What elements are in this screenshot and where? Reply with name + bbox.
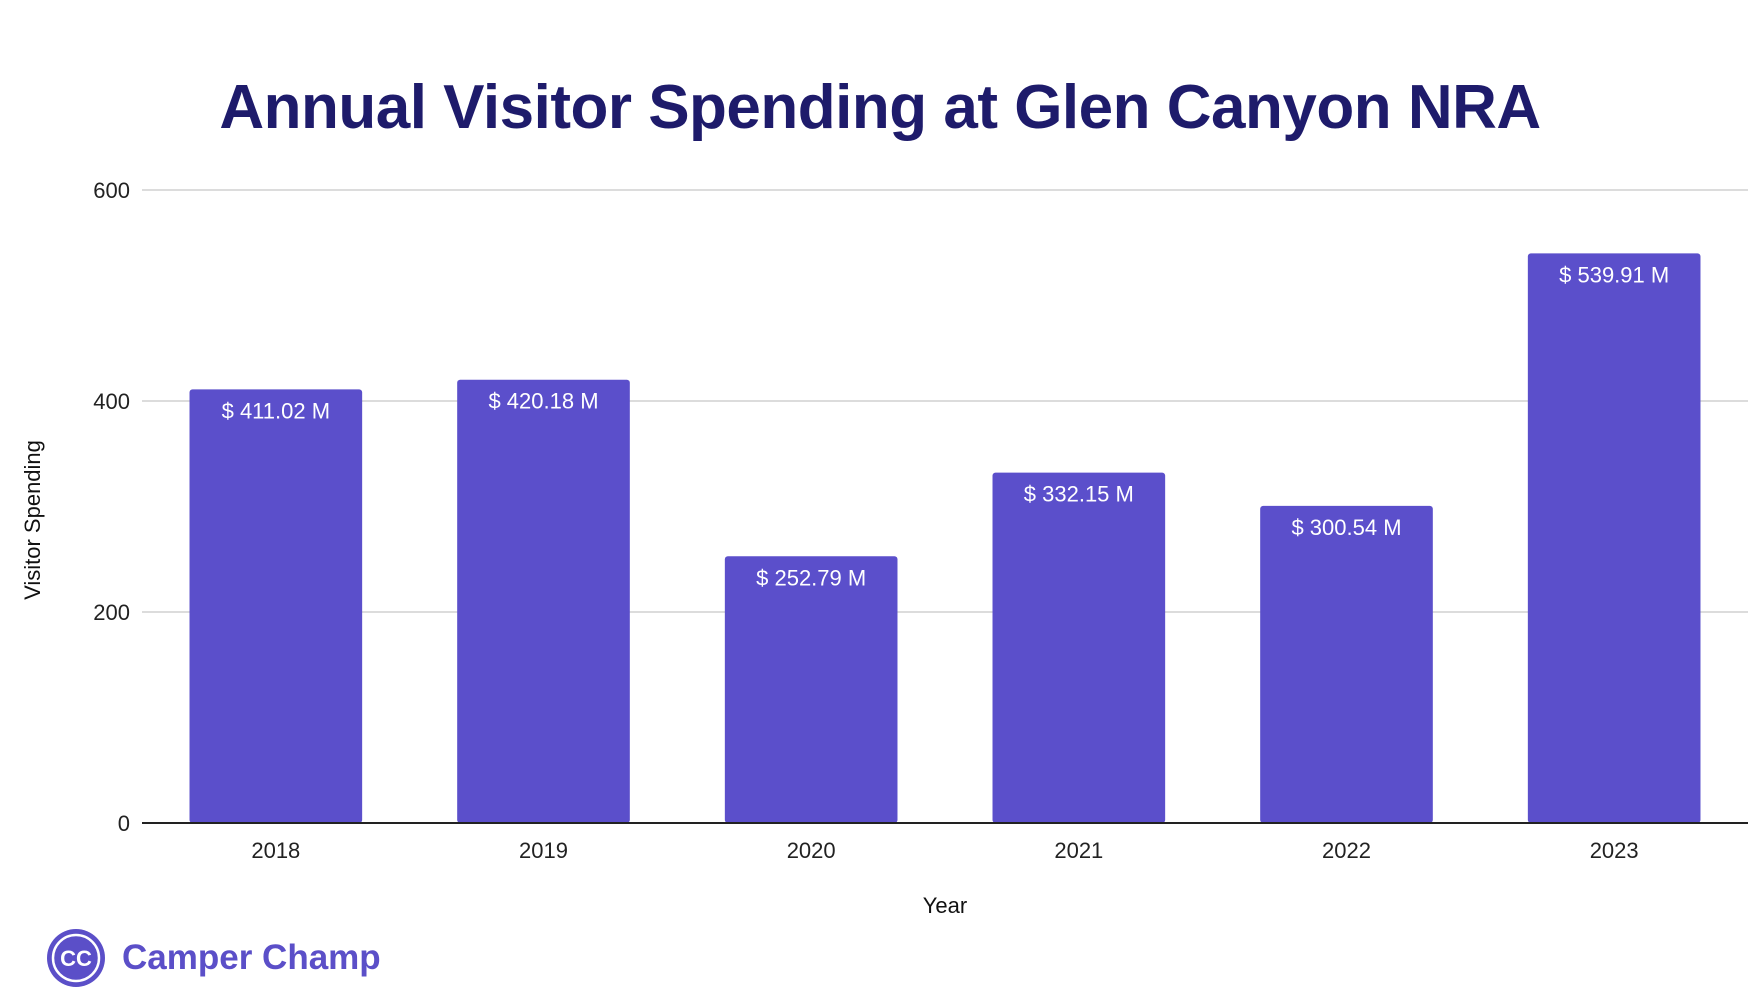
bar-2020 xyxy=(724,556,898,823)
x-axis-ticks: 2018 2019 2020 2021 2022 2023 xyxy=(251,838,1638,863)
y-tick-label: 200 xyxy=(93,600,130,625)
y-tick-label: 0 xyxy=(118,811,130,836)
bar-data-label: $ 300.54 M xyxy=(1291,515,1401,540)
y-axis-title: Visitor Spending xyxy=(20,440,45,600)
bar-data-labels: $ 411.02 M $ 420.18 M $ 252.79 M $ 332.15 M… xyxy=(222,262,1670,590)
bar-2021 xyxy=(992,472,1166,823)
x-tick-label: 2019 xyxy=(519,838,568,863)
brand-logo-block: CC Camper Champ xyxy=(46,926,381,990)
chart-title: Annual Visitor Spending at Glen Canyon N… xyxy=(219,73,1541,142)
grid-lines xyxy=(142,189,1748,613)
bar-data-label: $ 252.79 M xyxy=(756,565,866,590)
x-tick-label: 2020 xyxy=(787,838,836,863)
x-axis-title: Year xyxy=(923,893,967,918)
bar-2022 xyxy=(1260,505,1433,823)
x-tick-label: 2022 xyxy=(1322,838,1371,863)
camper-champ-logo-icon: CC xyxy=(47,929,105,987)
x-tick-label: 2023 xyxy=(1590,838,1639,863)
brand-name: Camper Champ xyxy=(122,938,381,977)
logo-monogram: CC xyxy=(60,946,92,971)
bar-2018 xyxy=(189,389,363,823)
bar-2019 xyxy=(457,379,630,823)
y-tick-label: 400 xyxy=(93,389,130,414)
y-axis-ticks: 0 200 400 600 xyxy=(93,178,130,836)
bar-2023 xyxy=(1527,253,1701,823)
bar-data-label: $ 332.15 M xyxy=(1024,482,1134,507)
bar-data-label: $ 411.02 M xyxy=(222,398,330,423)
bar-data-label: $ 420.18 M xyxy=(488,389,598,414)
x-tick-label: 2018 xyxy=(251,838,300,863)
bars xyxy=(189,253,1701,823)
bar-data-label: $ 539.91 M xyxy=(1559,262,1669,287)
y-tick-label: 600 xyxy=(93,178,130,203)
x-tick-label: 2021 xyxy=(1054,838,1103,863)
